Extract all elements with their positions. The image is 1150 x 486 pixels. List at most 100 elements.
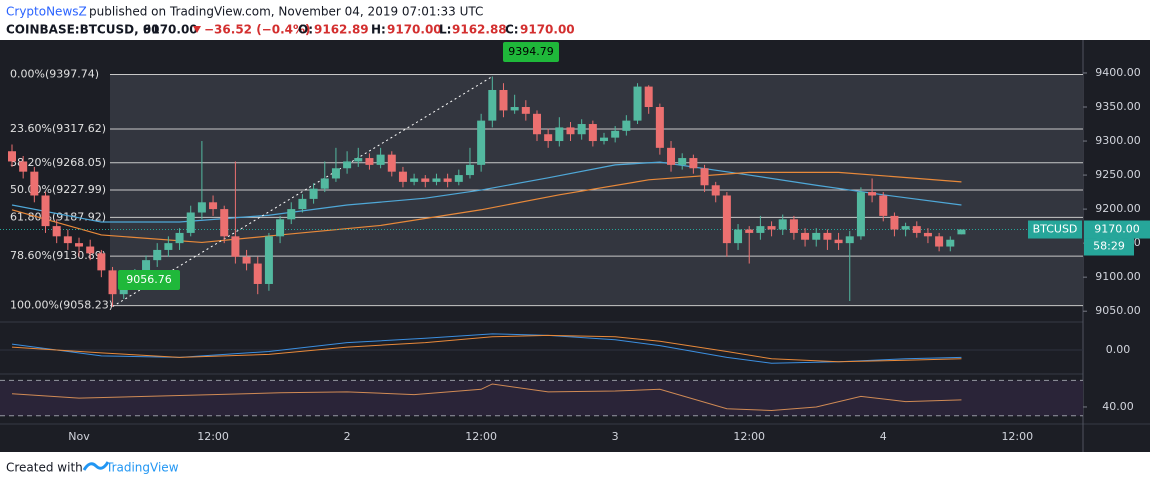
c-value: 9170.00	[520, 23, 575, 37]
candle-body	[8, 151, 16, 162]
rsi-tick-label: 40.00	[1102, 400, 1134, 413]
price-tag: 9170.00	[1094, 223, 1140, 236]
candle-body	[879, 195, 888, 216]
candle-body	[220, 209, 229, 237]
candle-body	[354, 158, 363, 162]
last: 9170.00	[143, 23, 198, 37]
publisher[interactable]: CryptoNewsZ	[6, 5, 87, 19]
x-tick-label: 12:00	[465, 430, 497, 443]
candle-body	[745, 229, 754, 233]
trend-label: 9056.76	[126, 273, 172, 286]
candle-body	[164, 243, 173, 250]
x-tick-label: Nov	[68, 430, 90, 443]
candle-body	[264, 236, 273, 284]
candle-body	[343, 161, 352, 169]
candle-body	[901, 226, 910, 230]
candle-body	[644, 86, 653, 108]
candle-body	[756, 226, 765, 233]
price-tag-bg	[1084, 220, 1150, 239]
candle-body	[253, 263, 262, 284]
macd-tick-label: 0.00	[1106, 343, 1131, 356]
change: −36.52 (−0.4%)	[204, 23, 311, 37]
y-tick-label: 9300.00	[1095, 134, 1141, 147]
footer-brand[interactable]: TradingView	[105, 461, 179, 475]
candle-body	[52, 226, 61, 237]
fib-label: 100.00%(9058.23)	[10, 299, 113, 312]
l-value: 9162.88	[452, 23, 507, 37]
candle-body	[242, 256, 251, 264]
candle-body	[946, 239, 955, 247]
candle-body	[845, 236, 854, 244]
symbol-line: COINBASE:BTCUSD, 60 9170.00 −36.52 (−0.4…	[6, 23, 575, 37]
x-tick-label: 3	[612, 430, 619, 443]
candle-body	[398, 171, 407, 182]
candle-body	[108, 270, 117, 295]
y-tick-label: 9200.00	[1095, 202, 1141, 215]
candle-body	[309, 188, 318, 199]
candle-body	[276, 219, 285, 237]
candle-body	[823, 232, 832, 240]
countdown: 58:29	[1093, 240, 1125, 253]
candle-body	[86, 246, 95, 254]
countdown-bg	[1084, 238, 1134, 256]
candle-body	[667, 147, 676, 165]
fib-label: 23.60%(9317.62)	[10, 122, 106, 135]
candle-body	[812, 232, 821, 240]
candle-body	[633, 86, 642, 121]
c-label: C:	[505, 23, 519, 37]
fib-label: 61.80%(9187.92)	[10, 210, 106, 223]
candle-body	[834, 239, 843, 244]
fib-label: 50.00%(9227.99)	[10, 183, 106, 196]
candle-body	[868, 192, 877, 196]
candle-body	[622, 120, 631, 131]
x-tick-label: 12:00	[1001, 430, 1033, 443]
o-value: 9162.89	[314, 23, 369, 37]
candle-body	[521, 107, 530, 114]
candle-body	[711, 185, 720, 196]
candle-body	[912, 226, 921, 233]
o-label: O:	[298, 23, 313, 37]
candle-body	[789, 219, 798, 233]
candle-body	[700, 168, 709, 186]
candle-body	[465, 164, 474, 176]
candle-body	[544, 134, 553, 142]
trend-label: 9394.79	[508, 45, 554, 58]
candle-body	[577, 124, 586, 135]
candle-body	[30, 171, 39, 196]
symbol-tag: BTCUSD	[1033, 223, 1078, 236]
candle-body	[443, 178, 452, 182]
candle-body	[734, 229, 743, 244]
macd-line	[11, 334, 962, 363]
candle-body	[488, 89, 497, 121]
candle-body	[689, 158, 698, 169]
h-value: 9170.00	[387, 23, 442, 37]
y-tick-label: 9100.00	[1095, 270, 1141, 283]
rsi-line	[11, 383, 962, 412]
candle-body	[331, 168, 340, 179]
y-tick-label: 9400.00	[1095, 66, 1141, 79]
candle-body	[678, 158, 687, 165]
candle-body	[376, 154, 385, 165]
l-label: L:	[439, 23, 451, 37]
candle-body	[298, 198, 307, 210]
candle-body	[175, 232, 184, 244]
candle-body	[432, 178, 441, 182]
candle-body	[655, 107, 664, 148]
candle-body	[387, 154, 396, 172]
candle-body	[801, 232, 810, 240]
candle-body	[287, 209, 296, 220]
x-tick-label: 2	[344, 430, 351, 443]
x-tick-label: 12:00	[197, 430, 229, 443]
y-tick-label: 9050.00	[1095, 304, 1141, 317]
published-text: published on TradingView.com, November 0…	[89, 5, 483, 19]
candle-body	[923, 232, 932, 237]
h-label: H:	[371, 23, 386, 37]
candle-body	[611, 130, 620, 138]
footer-text: Created with	[6, 461, 83, 475]
candle-body	[153, 249, 162, 261]
candle-body	[365, 158, 374, 165]
candle-body	[600, 137, 609, 142]
candle-body	[890, 215, 899, 230]
candle-body	[778, 219, 787, 230]
